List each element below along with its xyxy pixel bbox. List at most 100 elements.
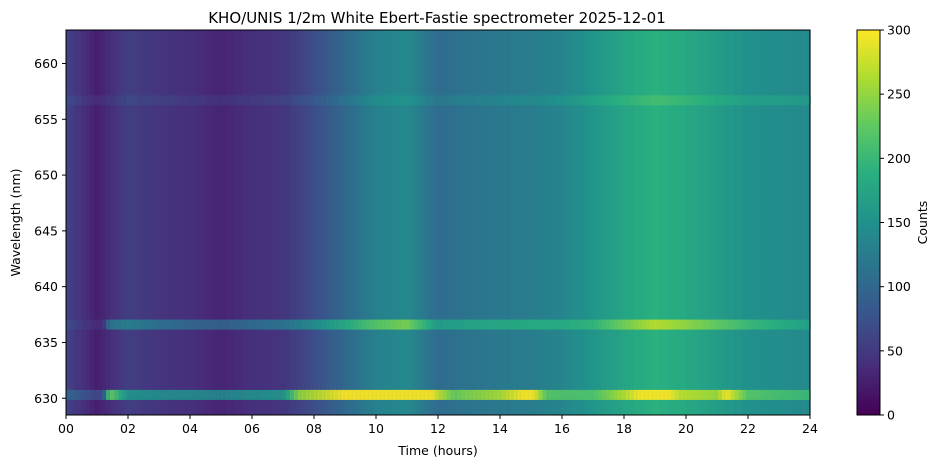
heatmap-column — [378, 30, 383, 415]
heatmap-column — [562, 30, 567, 415]
colorbar-tick-label: 150 — [887, 215, 911, 230]
emission-line-cell — [310, 389, 315, 400]
heatmap-column — [446, 30, 451, 415]
emission-line-cell — [378, 319, 383, 330]
heatmap-column — [654, 30, 659, 415]
heatmap-column — [162, 30, 167, 415]
emission-line-cell — [714, 319, 719, 330]
emission-line-cell — [66, 95, 71, 106]
heatmap-column — [686, 30, 691, 415]
emission-line-cell — [494, 95, 499, 106]
emission-line-cell — [246, 319, 251, 330]
heatmap-column — [90, 30, 95, 415]
emission-line-cell — [510, 319, 515, 330]
emission-line-cell — [354, 389, 359, 400]
emission-line-cell — [350, 389, 355, 400]
emission-line-cell — [74, 319, 79, 330]
emission-line-cell — [490, 95, 495, 106]
emission-line-cell — [506, 95, 511, 106]
heatmap-column — [138, 30, 143, 415]
emission-line-cell — [70, 389, 75, 400]
emission-line-cell — [698, 389, 703, 400]
emission-line-cell — [238, 319, 243, 330]
heatmap-column — [554, 30, 559, 415]
heatmap-column — [110, 30, 115, 415]
emission-line-cell — [214, 389, 219, 400]
heatmap-column — [626, 30, 631, 415]
heatmap-column — [414, 30, 419, 415]
emission-line-cell — [302, 319, 307, 330]
emission-line-cell — [666, 95, 671, 106]
heatmap-column — [366, 30, 371, 415]
x-tick-label: 22 — [740, 421, 756, 436]
heatmap-column — [566, 30, 571, 415]
emission-line-cell — [778, 319, 783, 330]
emission-line-cell — [266, 319, 271, 330]
emission-line-cell — [790, 95, 795, 106]
emission-line-cell — [346, 95, 351, 106]
emission-line-cell — [270, 319, 275, 330]
emission-line-cell — [782, 319, 787, 330]
emission-line-cell — [702, 319, 707, 330]
emission-line-cell — [802, 389, 807, 400]
emission-line-cell — [454, 95, 459, 106]
emission-line-cell — [598, 95, 603, 106]
emission-line-cell — [66, 389, 71, 400]
emission-line-cell — [298, 319, 303, 330]
emission-line-cell — [526, 95, 531, 106]
heatmap-column — [590, 30, 595, 415]
heatmap-column — [698, 30, 703, 415]
heatmap-column — [438, 30, 443, 415]
emission-line-cell — [250, 389, 255, 400]
emission-line-cell — [134, 95, 139, 106]
emission-line-cell — [266, 95, 271, 106]
emission-line-cell — [170, 319, 175, 330]
heatmap-column — [770, 30, 775, 415]
emission-line-cell — [250, 319, 255, 330]
emission-line-cell — [342, 389, 347, 400]
heatmap-column — [382, 30, 387, 415]
emission-line-cell — [138, 319, 143, 330]
emission-line-cell — [130, 319, 135, 330]
emission-line-cell — [634, 319, 639, 330]
heatmap-column — [314, 30, 319, 415]
emission-line-cell — [622, 319, 627, 330]
emission-line-cell — [514, 319, 519, 330]
emission-line-cell — [386, 389, 391, 400]
emission-line-cell — [790, 319, 795, 330]
emission-line-cell — [454, 319, 459, 330]
emission-line-cell — [618, 95, 623, 106]
emission-line-cell — [494, 389, 499, 400]
emission-line-cell — [670, 319, 675, 330]
emission-line-cell — [158, 389, 163, 400]
emission-line-cell — [278, 95, 283, 106]
emission-line-cell — [278, 389, 283, 400]
emission-line-cell — [90, 95, 95, 106]
heatmap-column — [410, 30, 415, 415]
emission-line-cell — [214, 319, 219, 330]
emission-line-cell — [802, 319, 807, 330]
heatmap-column — [70, 30, 75, 415]
y-tick-label: 635 — [34, 335, 58, 350]
emission-line-cell — [718, 95, 723, 106]
emission-line-cell — [554, 389, 559, 400]
emission-line-cell — [458, 389, 463, 400]
heatmap-column — [574, 30, 579, 415]
emission-line-cell — [422, 319, 427, 330]
emission-line-cell — [658, 95, 663, 106]
emission-line-cell — [610, 319, 615, 330]
emission-line-cell — [190, 389, 195, 400]
emission-line-cell — [266, 389, 271, 400]
emission-line-cell — [614, 389, 619, 400]
heatmap-column — [282, 30, 287, 415]
emission-line-cell — [90, 319, 95, 330]
emission-line-cell — [98, 389, 103, 400]
heatmap-column — [502, 30, 507, 415]
emission-line-cell — [762, 95, 767, 106]
emission-line-cell — [530, 389, 535, 400]
heatmap-column — [94, 30, 99, 415]
emission-line-cell — [238, 95, 243, 106]
heatmap-column — [362, 30, 367, 415]
emission-line-cell — [794, 95, 799, 106]
emission-line-cell — [586, 95, 591, 106]
